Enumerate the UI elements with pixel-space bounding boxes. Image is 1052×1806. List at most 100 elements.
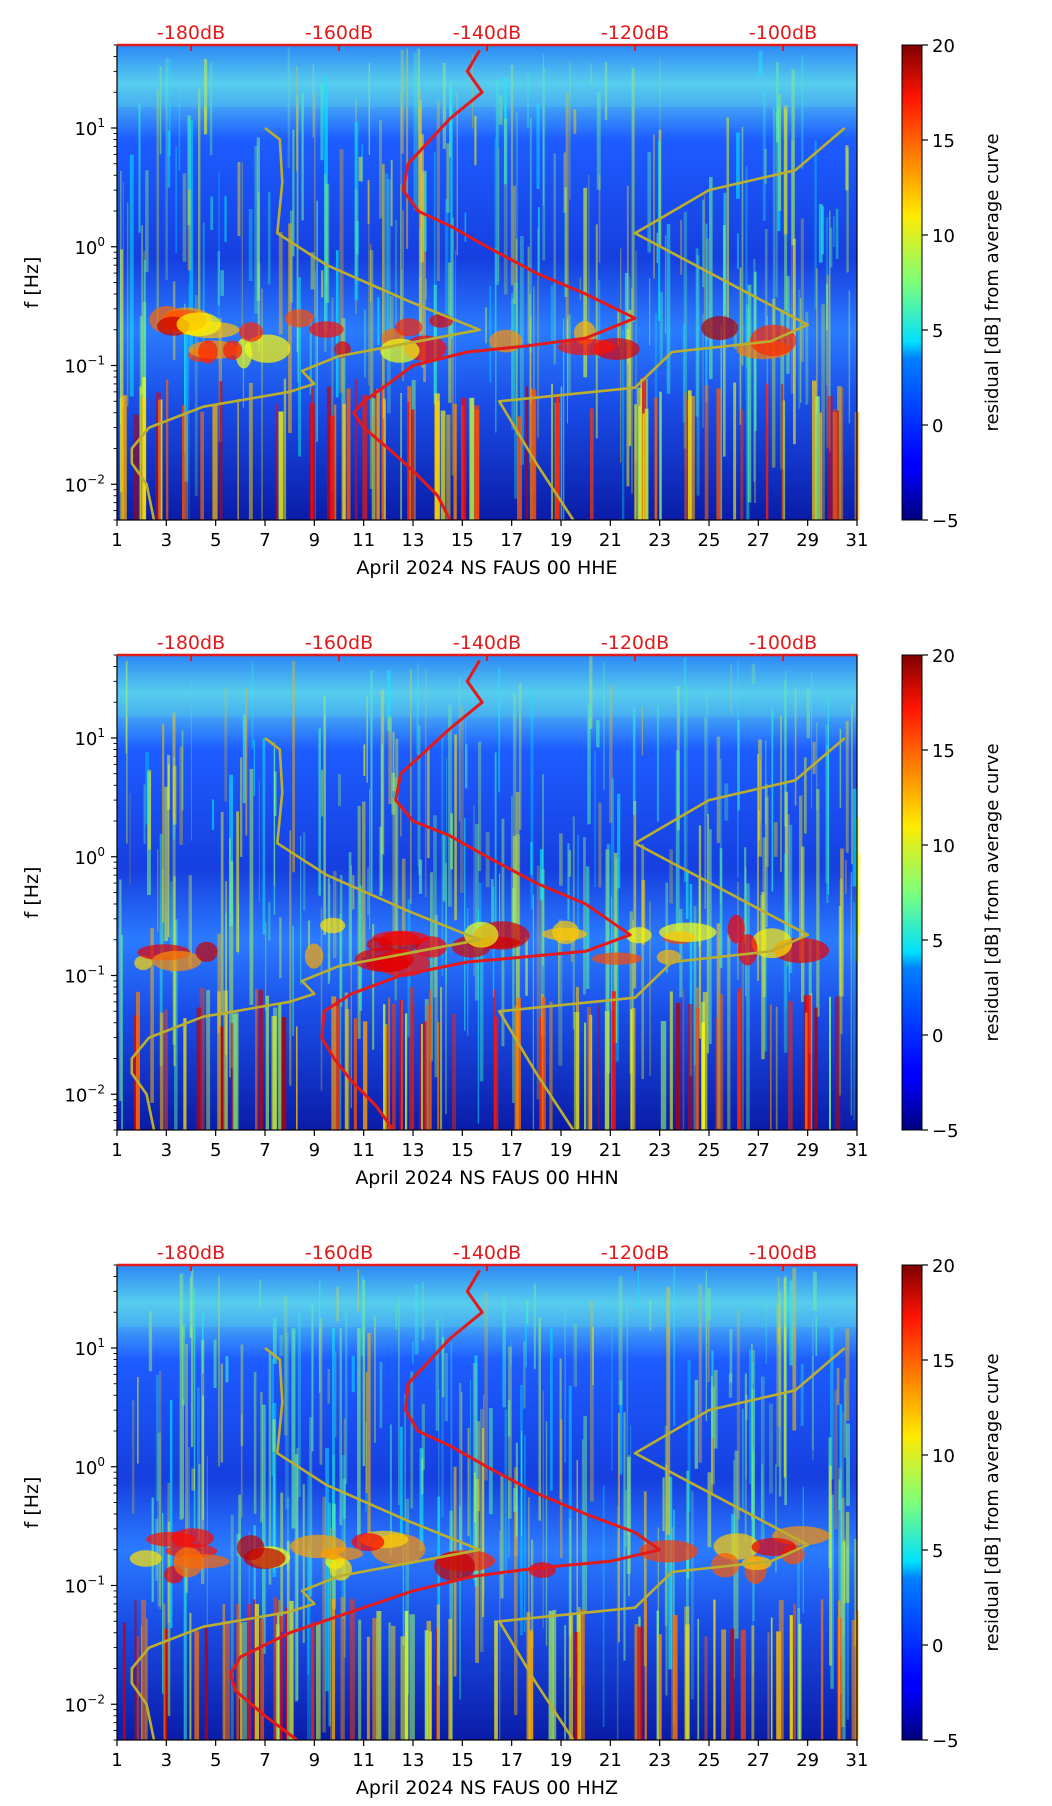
colorbar-tick-label: −5 — [932, 1731, 959, 1752]
x-tick-label: 9 — [309, 530, 320, 551]
spectrogram-background — [117, 655, 857, 1130]
x-axis-label: April 2024 NS FAUS 00 HHN — [355, 1167, 618, 1189]
x-tick-label: 3 — [161, 1750, 172, 1771]
series-line-median-psd — [352, 49, 637, 521]
top-db-tick-label: -140dB — [453, 1242, 521, 1264]
colorbar — [901, 1264, 923, 1741]
x-tick-label: 15 — [451, 1750, 474, 1771]
x-tick-label: 9 — [309, 1750, 320, 1771]
x-tick-label: 15 — [451, 530, 474, 551]
colorbar — [901, 654, 923, 1131]
x-tick-label: 17 — [500, 530, 523, 551]
colorbar — [901, 44, 923, 521]
x-tick-label: 5 — [210, 530, 221, 551]
x-axis-label: April 2024 NS FAUS 00 HHE — [356, 557, 617, 579]
colorbar-tick-label: 15 — [932, 131, 955, 152]
x-tick-label: 17 — [500, 1140, 523, 1161]
series-line-nhnm — [497, 1347, 846, 1741]
x-tick-label: 19 — [550, 530, 573, 551]
x-tick-label: 11 — [352, 1140, 375, 1161]
top-db-tick-label: -180dB — [157, 1242, 225, 1264]
x-tick-label: 27 — [747, 530, 770, 551]
x-tick-label: 21 — [599, 1140, 622, 1161]
series-line-nhnm — [497, 127, 846, 521]
top-db-tick-label: -160dB — [305, 632, 373, 654]
x-tick-label: 3 — [161, 530, 172, 551]
x-tick-label: 13 — [402, 530, 425, 551]
y-tick-label: 100 — [74, 235, 105, 259]
x-tick-label: 23 — [648, 1750, 671, 1771]
x-tick-label: 17 — [500, 1750, 523, 1771]
y-tick-label: 10−1 — [64, 1574, 105, 1598]
x-tick-label: 11 — [352, 530, 375, 551]
x-tick-label: 1 — [111, 1750, 122, 1771]
y-tick-label: 101 — [74, 726, 105, 750]
x-tick-label: 29 — [796, 1750, 819, 1771]
y-axis-label: f [Hz] — [21, 867, 43, 919]
top-db-tick-label: -120dB — [601, 22, 669, 44]
colorbar-tick-label: 5 — [932, 1541, 943, 1562]
y-tick-label: 10−1 — [64, 354, 105, 378]
y-tick-label: 10−2 — [64, 1692, 105, 1716]
x-tick-label: 31 — [846, 1140, 869, 1161]
x-tick-label: 29 — [796, 530, 819, 551]
colorbar-tick-label: 5 — [932, 321, 943, 342]
x-tick-label: 23 — [648, 1140, 671, 1161]
series-line-median-psd — [320, 659, 632, 1131]
x-tick-label: 25 — [698, 1750, 721, 1771]
series-line-nlnm — [130, 736, 481, 1131]
series-line-median-psd — [229, 1269, 662, 1742]
x-tick-label: 27 — [747, 1140, 770, 1161]
top-db-tick-label: -120dB — [601, 632, 669, 654]
top-db-tick-label: -180dB — [157, 22, 225, 44]
y-axis-label: f [Hz] — [21, 257, 43, 309]
y-tick-label: 101 — [74, 116, 105, 140]
colorbar-tick-label: 20 — [932, 1256, 955, 1277]
x-tick-label: 21 — [599, 1750, 622, 1771]
top-db-tick-label: -140dB — [453, 632, 521, 654]
colorbar-tick-label: −5 — [932, 511, 959, 532]
x-tick-label: 19 — [550, 1750, 573, 1771]
x-tick-label: 31 — [846, 530, 869, 551]
top-db-tick-label: -120dB — [601, 1242, 669, 1264]
x-tick-label: 25 — [698, 530, 721, 551]
y-tick-label: 10−2 — [64, 1082, 105, 1106]
colorbar-label: residual [dB] from average curve — [982, 133, 1003, 431]
colorbar-tick-label: 20 — [932, 646, 955, 667]
colorbar-tick-label: 0 — [932, 1636, 943, 1657]
top-db-tick-label: -140dB — [453, 22, 521, 44]
x-tick-label: 7 — [259, 1750, 270, 1771]
y-tick-label: 100 — [74, 1455, 105, 1479]
x-tick-label: 25 — [698, 1140, 721, 1161]
colorbar-label: residual [dB] from average curve — [982, 1353, 1003, 1651]
series-line-nlnm — [130, 1346, 481, 1741]
y-tick-label: 100 — [74, 845, 105, 869]
x-tick-label: 31 — [846, 1750, 869, 1771]
top-db-tick-label: -100dB — [749, 22, 817, 44]
x-tick-label: 15 — [451, 1140, 474, 1161]
x-tick-label: 19 — [550, 1140, 573, 1161]
top-db-tick-label: -160dB — [305, 1242, 373, 1264]
colorbar-tick-label: 10 — [932, 1446, 955, 1467]
colorbar-tick-label: 0 — [932, 1026, 943, 1047]
y-tick-label: 101 — [74, 1336, 105, 1360]
spectrogram-texture — [117, 45, 860, 520]
y-axis-label: f [Hz] — [21, 1477, 43, 1529]
series-line-nhnm — [497, 737, 846, 1131]
x-tick-label: 1 — [111, 530, 122, 551]
top-db-tick-label: -100dB — [749, 632, 817, 654]
x-tick-label: 29 — [796, 1140, 819, 1161]
x-tick-label: 27 — [747, 1750, 770, 1771]
colorbar-tick-label: 10 — [932, 836, 955, 857]
colorbar-tick-label: 15 — [932, 1351, 955, 1372]
x-tick-label: 11 — [352, 1750, 375, 1771]
x-tick-label: 9 — [309, 1140, 320, 1161]
x-tick-label: 13 — [402, 1750, 425, 1771]
colorbar-tick-label: 5 — [932, 931, 943, 952]
y-tick-label: 10−2 — [64, 472, 105, 496]
spectrogram-texture — [117, 655, 861, 1130]
colorbar-label: residual [dB] from average curve — [982, 743, 1003, 1041]
top-db-tick-label: -160dB — [305, 22, 373, 44]
